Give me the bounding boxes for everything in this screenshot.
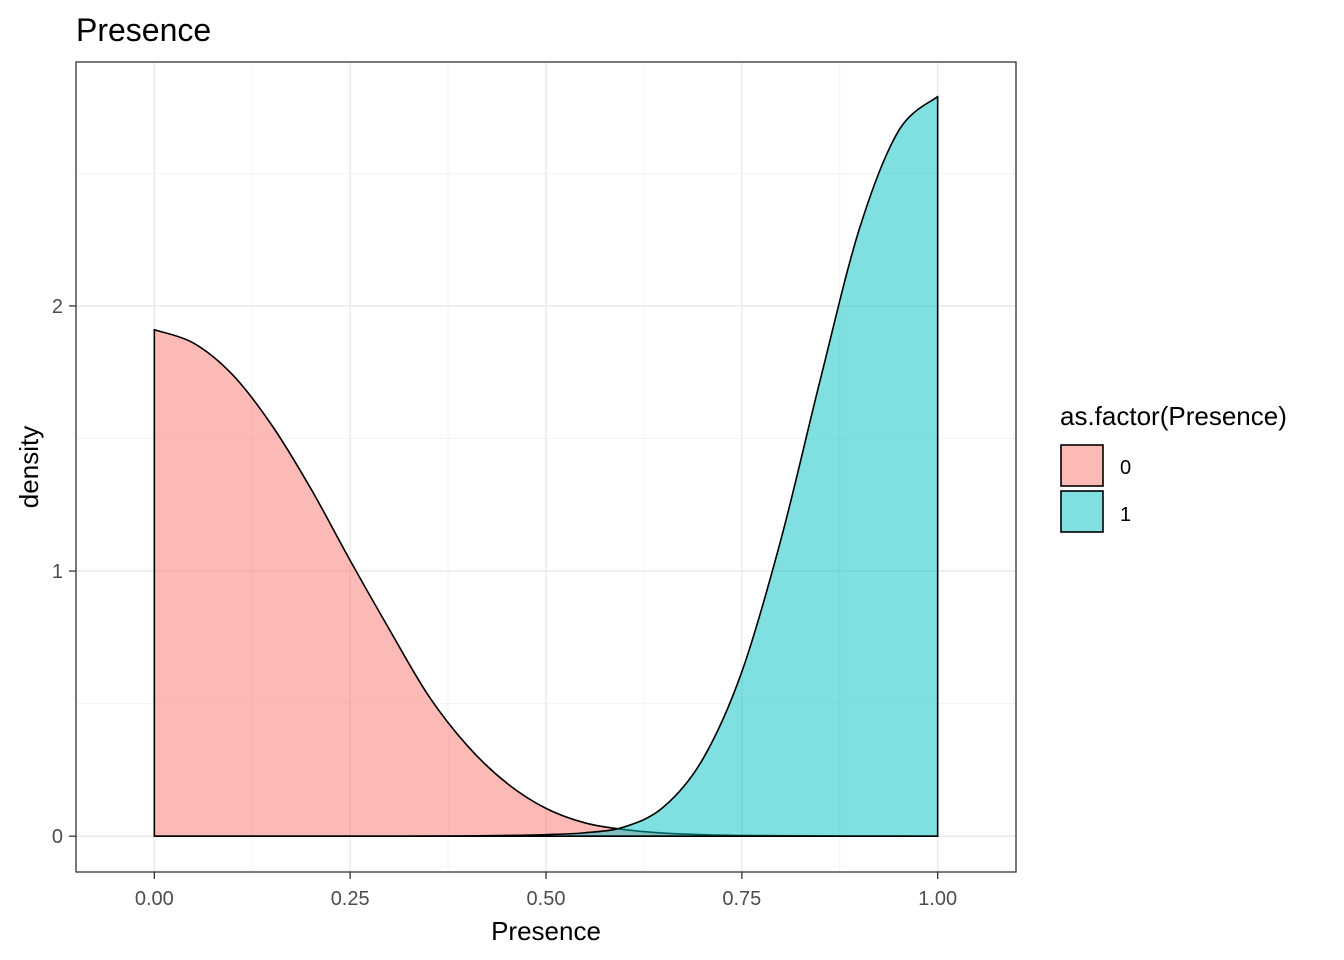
- y-axis-title: density: [14, 426, 44, 508]
- y-tick-label: 2: [52, 296, 63, 318]
- x-axis-title: Presence: [491, 916, 601, 946]
- density-areas: [153, 95, 939, 838]
- x-tick-label: 0.50: [527, 888, 566, 910]
- legend-key-1: [1060, 490, 1104, 533]
- density-area-1: [153, 95, 939, 838]
- x-tick-label: 0.00: [135, 888, 174, 910]
- legend-key-0: [1060, 444, 1104, 487]
- axes: 0.00 0.25 0.50 0.75 1.00 0 1 2: [52, 296, 957, 910]
- y-tick-label: 0: [52, 826, 63, 848]
- legend-title: as.factor(Presence): [1060, 401, 1287, 431]
- x-tick-label: 0.25: [331, 888, 370, 910]
- y-tick-label: 1: [52, 561, 63, 583]
- legend-label-1: 1: [1120, 504, 1131, 526]
- legend: as.factor(Presence) 0 1: [1060, 401, 1287, 533]
- chart-title: Presence: [76, 12, 211, 48]
- x-tick-label: 0.75: [722, 888, 761, 910]
- x-tick-label: 1.00: [918, 888, 957, 910]
- legend-label-0: 0: [1120, 457, 1131, 479]
